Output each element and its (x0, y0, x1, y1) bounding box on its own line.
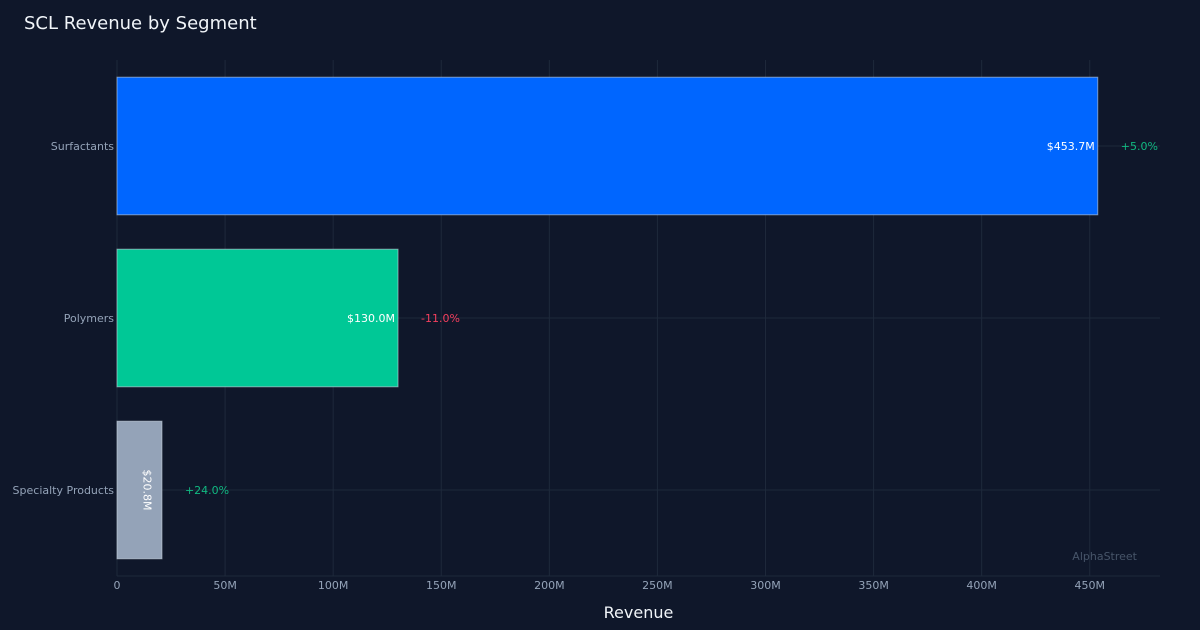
x-tick-label: 400M (966, 579, 997, 592)
x-tick-label: 50M (213, 579, 237, 592)
x-tick-label: 350M (858, 579, 889, 592)
bar-polymers (116, 248, 399, 388)
y-tick-label: Polymers (64, 312, 115, 325)
bar-surfactants (116, 76, 1099, 216)
change-label: +24.0% (185, 484, 229, 497)
y-tick-label: Surfactants (51, 140, 114, 153)
x-tick-label: 450M (1074, 579, 1105, 592)
value-label: $130.0M (347, 312, 395, 325)
bar-specialty-products (116, 420, 163, 560)
change-label: +5.0% (1121, 140, 1158, 153)
change-label: -11.0% (421, 312, 460, 325)
value-label: $20.8M (140, 470, 153, 511)
value-label: $453.7M (1047, 140, 1095, 153)
x-tick-label: 300M (750, 579, 781, 592)
y-tick-label: Specialty Products (13, 484, 115, 497)
x-tick-label: 200M (534, 579, 565, 592)
x-tick-label: 150M (426, 579, 457, 592)
watermark: AlphaStreet (1072, 550, 1137, 563)
x-tick-label: 250M (642, 579, 673, 592)
x-axis-title: Revenue (604, 603, 674, 622)
chart-title: SCL Revenue by Segment (24, 13, 257, 34)
x-tick-label: 0 (114, 579, 121, 592)
x-tick-label: 100M (318, 579, 349, 592)
